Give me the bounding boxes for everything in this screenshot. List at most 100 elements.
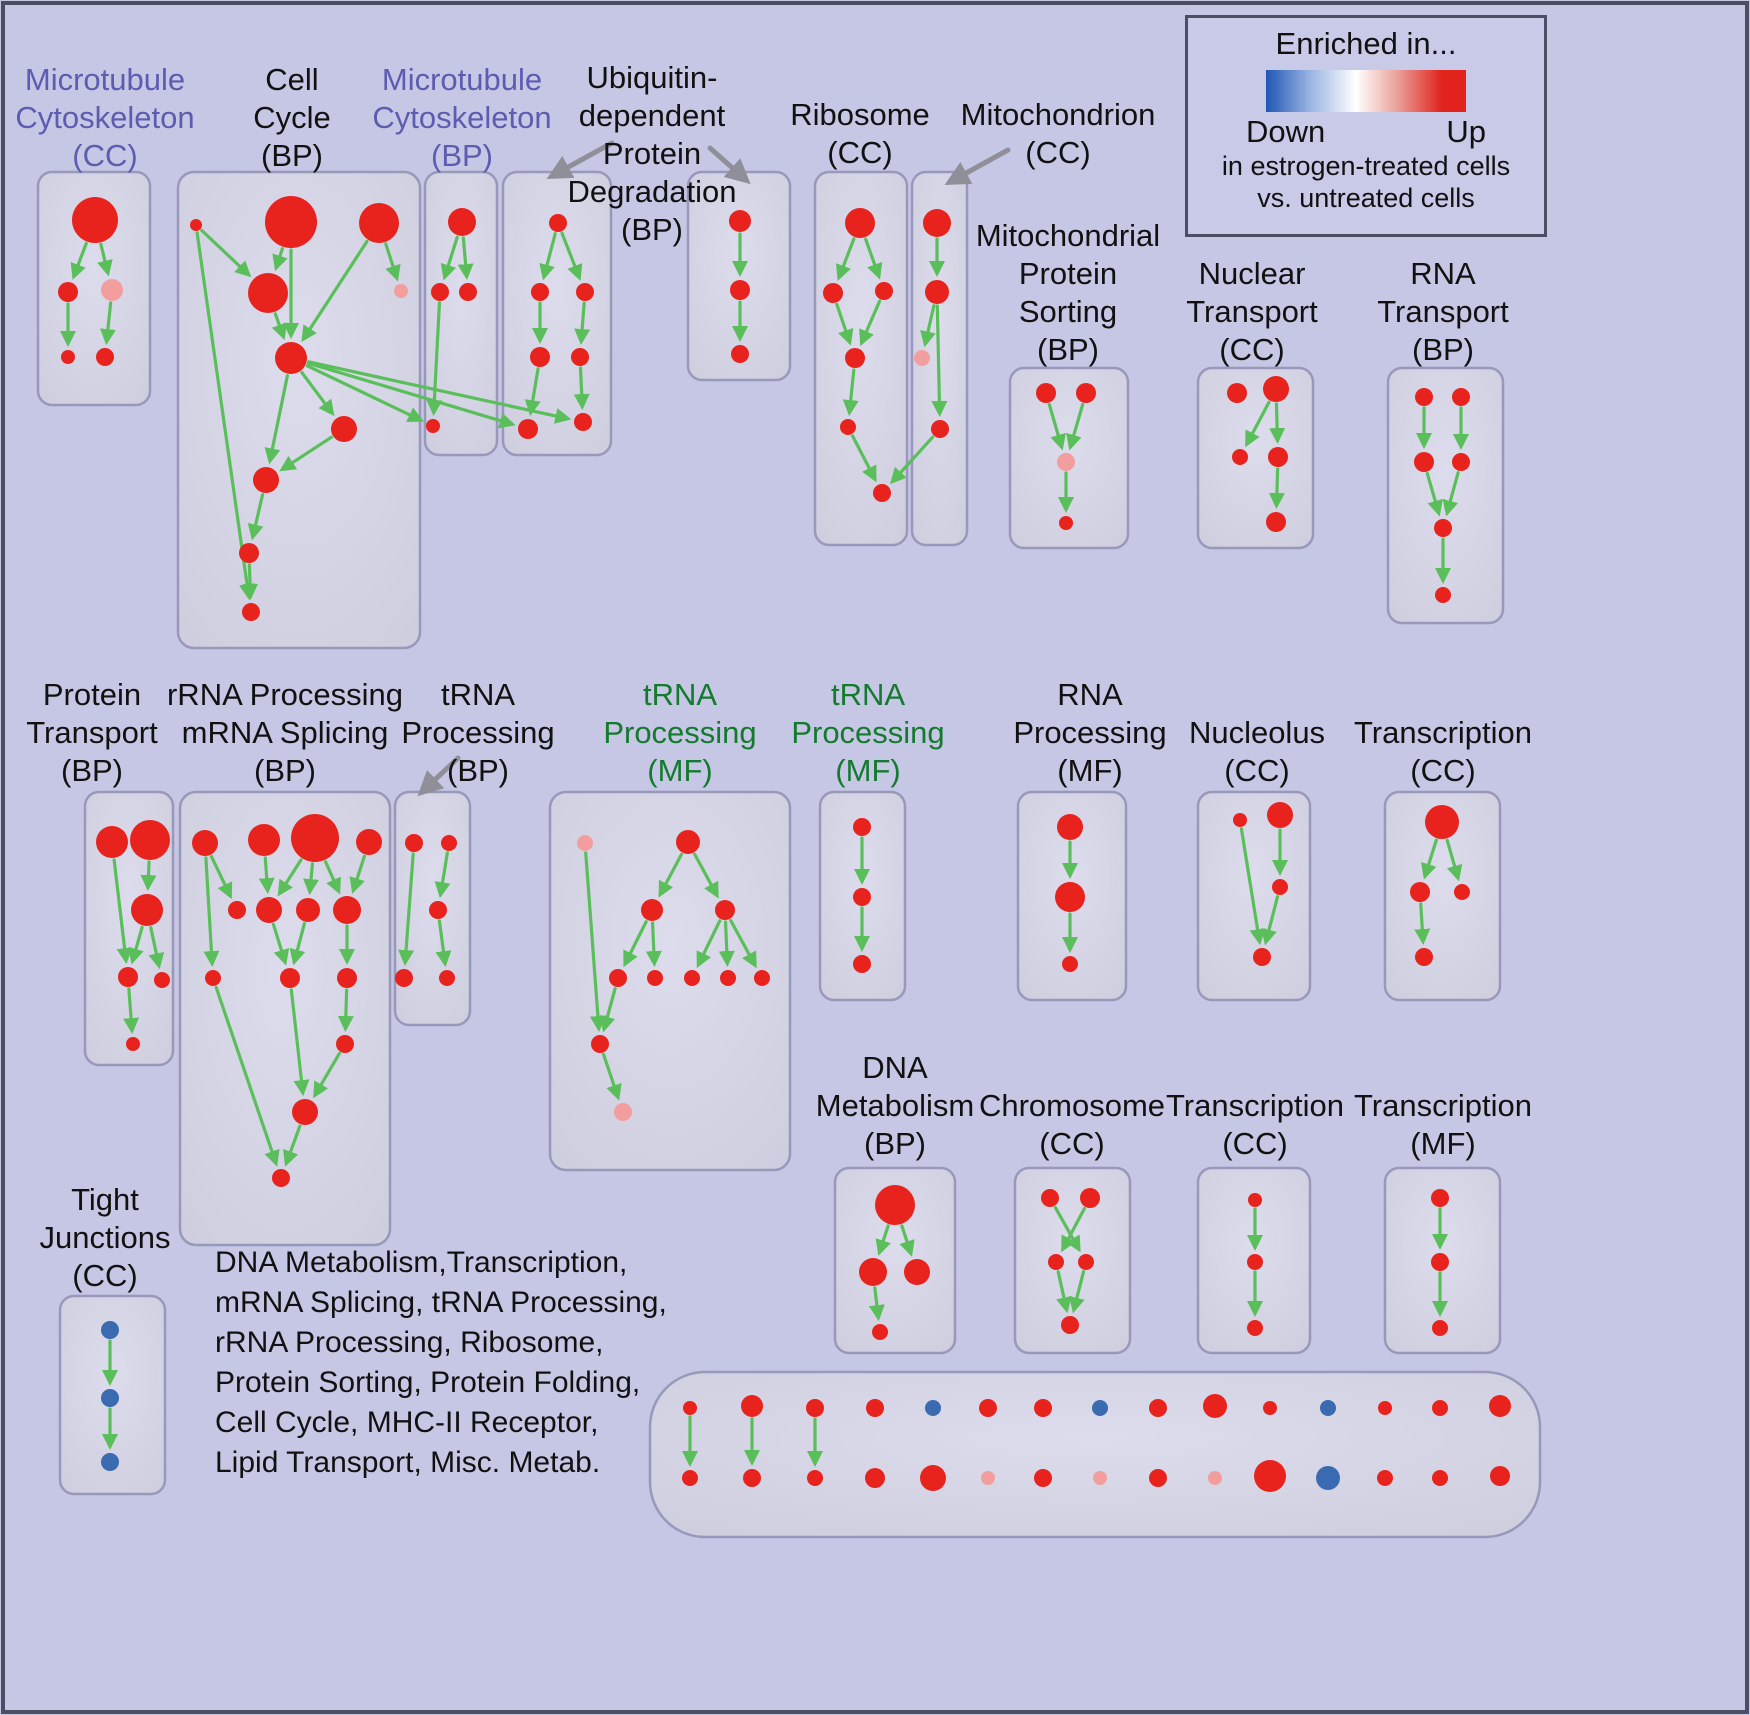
edge-arrow <box>1066 402 1085 451</box>
go-term-node-m4 <box>866 1399 884 1417</box>
go-term-node-n93 <box>853 955 871 973</box>
go-term-node-n47 <box>1268 447 1288 467</box>
go-term-node-n101 <box>1425 805 1459 839</box>
cluster-box-nuclear-transport <box>1196 366 1315 550</box>
go-term-node-n115 <box>1247 1254 1263 1270</box>
go-term-node-n14 <box>239 543 259 563</box>
go-term-node-n58 <box>118 967 138 987</box>
edge-arrow <box>1069 1270 1086 1314</box>
annotation-arrow-mitochondrion-to-box <box>944 147 1011 186</box>
go-term-node-n94 <box>1057 814 1083 840</box>
go-term-node-n25 <box>530 347 550 367</box>
edge-arrow <box>247 493 265 541</box>
go-term-node-n76 <box>441 835 457 851</box>
edge-arrow <box>850 434 877 483</box>
edge-arrow <box>195 231 255 601</box>
edge-arrow <box>303 862 319 896</box>
go-term-node-n40 <box>1036 383 1056 403</box>
go-term-node-n62 <box>248 824 280 856</box>
go-term-node-n109 <box>1041 1189 1059 1207</box>
go-term-node-n32 <box>875 282 893 300</box>
go-term-node-n97 <box>1233 813 1247 827</box>
go-term-node-n98 <box>1267 802 1293 828</box>
go-term-node-n31 <box>823 283 843 303</box>
edge-arrow <box>301 239 369 343</box>
go-term-node-n52 <box>1452 453 1470 471</box>
go-term-node-b12 <box>1316 1466 1340 1490</box>
edge-arrow <box>279 435 334 472</box>
go-term-node-m12 <box>1320 1400 1336 1416</box>
label-rrna-mrna: rRNA Processing mRNA Splicing (BP) <box>167 677 403 788</box>
go-term-node-n96 <box>1062 956 1078 972</box>
label-rna-processing-mf: RNA Processing (MF) <box>1013 677 1166 788</box>
go-term-node-n116 <box>1247 1320 1263 1336</box>
edge-arrow <box>574 301 591 346</box>
go-term-node-n20 <box>531 283 549 301</box>
edge-arrow <box>99 301 116 346</box>
cluster-box-dna-metabolism <box>833 1166 957 1355</box>
edge-arrow <box>1245 400 1271 448</box>
go-term-node-n64 <box>356 829 382 855</box>
edge-arrow <box>200 228 252 278</box>
go-term-node-n99 <box>1272 879 1288 895</box>
edge-arrow <box>890 435 935 485</box>
go-term-node-n54 <box>1435 587 1451 603</box>
go-term-node-n120 <box>101 1321 119 1339</box>
label-ribosome-cc: Ribosome (CC) <box>790 97 930 170</box>
go-term-node-n72 <box>336 1035 354 1053</box>
go-term-node-n74 <box>272 1169 290 1187</box>
go-term-node-n43 <box>1059 516 1073 530</box>
go-term-node-m5 <box>925 1400 941 1416</box>
edge-arrow <box>729 918 757 969</box>
go-term-node-n95 <box>1055 882 1085 912</box>
go-term-node-n18 <box>459 283 477 301</box>
edge-arrow <box>1414 902 1431 946</box>
edge-arrow <box>1421 838 1438 880</box>
edge-arrow <box>306 361 516 429</box>
edge-arrow <box>289 921 307 966</box>
edge-arrow <box>112 858 133 965</box>
edge-arrow <box>539 232 557 281</box>
go-term-node-n39 <box>931 420 949 438</box>
edge-arrow <box>289 988 310 1097</box>
edge-arrow <box>842 368 859 417</box>
go-term-node-n110 <box>1080 1188 1100 1208</box>
annotation-arrow-ubiquitin-to-left-box <box>546 140 615 180</box>
go-term-node-n45 <box>1263 376 1289 402</box>
label-transcription-cc-2: Transcription (CC) <box>1166 1088 1344 1161</box>
edge-arrow <box>599 987 617 1033</box>
go-term-node-n16 <box>448 208 476 236</box>
label-microtubule-bp: Microtubule Cytoskeleton (BP) <box>372 62 551 173</box>
edge-arrow <box>931 304 948 418</box>
go-term-node-n26 <box>571 348 589 366</box>
go-term-node-n117 <box>1431 1189 1449 1207</box>
go-term-node-n4 <box>61 350 75 364</box>
go-term-node-n75 <box>405 834 423 852</box>
go-term-node-m2 <box>741 1395 763 1417</box>
go-term-node-b7 <box>1034 1469 1052 1487</box>
go-term-node-b13 <box>1377 1470 1393 1486</box>
go-term-node-n48 <box>1266 512 1286 532</box>
edge-arrow <box>1047 402 1066 451</box>
edge-arrow <box>434 851 451 899</box>
go-term-node-n12 <box>331 416 357 442</box>
go-term-node-n10 <box>394 284 408 298</box>
go-term-node-n114 <box>1248 1193 1262 1207</box>
edge-arrow <box>209 854 233 900</box>
go-term-node-n61 <box>192 830 218 856</box>
go-term-node-n85 <box>647 970 663 986</box>
go-term-node-b2 <box>743 1469 761 1487</box>
edge-arrow <box>457 236 474 281</box>
go-term-node-n7 <box>265 196 317 248</box>
go-term-node-b14 <box>1432 1470 1448 1486</box>
edge-arrow <box>920 304 936 348</box>
cluster-box-protein-transport <box>83 790 175 1067</box>
go-term-node-n60 <box>126 1037 140 1051</box>
edge-arrow <box>658 852 684 898</box>
edge-arrow <box>313 1051 342 1099</box>
legend-down-up-row: Down Up <box>1246 114 1486 150</box>
go-term-node-n19 <box>426 419 440 433</box>
go-term-node-n15 <box>242 603 260 621</box>
go-term-node-n118 <box>1431 1253 1449 1271</box>
